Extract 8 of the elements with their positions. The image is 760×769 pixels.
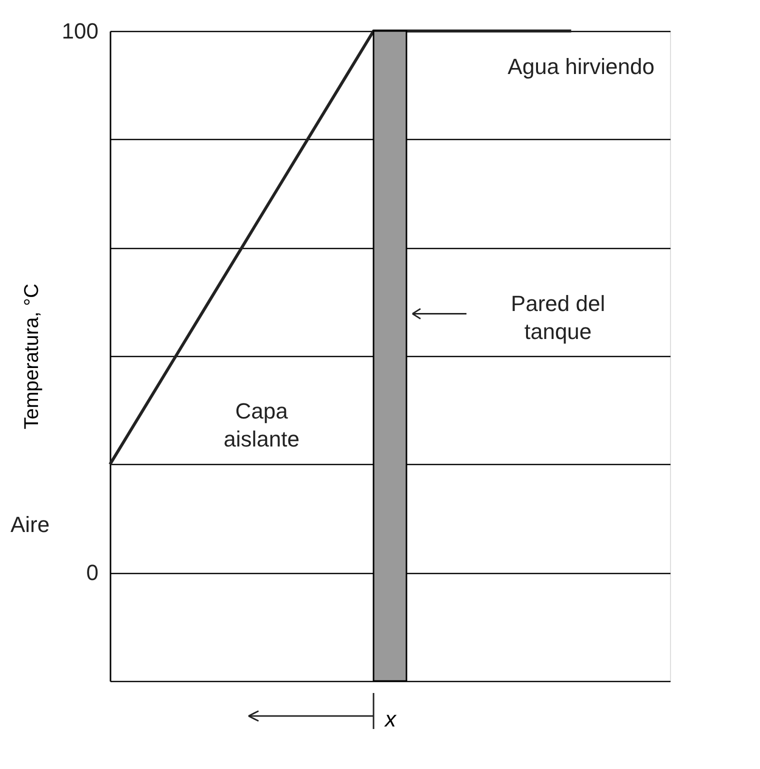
x-axis-title: x (384, 706, 397, 732)
annotation: Capa aislante (224, 398, 300, 452)
annotation: Agua hirviendo (508, 54, 654, 79)
y-tick-label: 0 (86, 560, 98, 586)
annotation: Pared del tanque (510, 291, 606, 344)
y-axis-title: Temperatura, °C (20, 284, 43, 430)
y-tick-label: 100 (62, 18, 98, 44)
text: Aire (10, 512, 50, 537)
